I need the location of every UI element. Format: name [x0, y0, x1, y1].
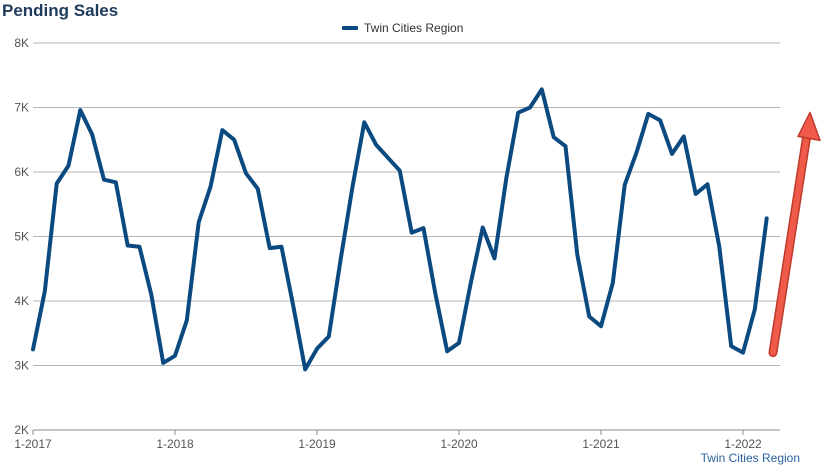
annotation-layer [768, 111, 821, 358]
chart-source-label: Twin Cities Region [700, 451, 800, 465]
x-tick-label: 1-2019 [298, 437, 336, 451]
series-line [31, 87, 769, 372]
x-tick-label: 1-2020 [440, 437, 478, 451]
y-tick-label: 8K [14, 36, 29, 50]
y-tick-label: 3K [14, 359, 29, 373]
x-tick-label: 1-2021 [582, 437, 620, 451]
legend-swatch [342, 26, 358, 30]
y-tick-label: 7K [14, 101, 29, 115]
trend-arrow-head [797, 111, 821, 142]
trend-arrow-shaft [770, 131, 810, 356]
y-axis-ticks: 2K 3K 4K 5K 6K 7K 8K [14, 36, 29, 437]
chart-title: Pending Sales [2, 1, 119, 20]
chart-legend[interactable]: Twin Cities Region [342, 21, 463, 35]
series-layer [31, 87, 769, 372]
x-tick-label: 1-2022 [724, 437, 762, 451]
x-axis-ticks: 1-2017 1-2018 1-2019 1-2020 1-2021 1-2022 [14, 429, 780, 451]
y-tick-label: 5K [14, 230, 29, 244]
x-tick-label: 1-2018 [156, 437, 194, 451]
y-tick-label: 6K [14, 165, 29, 179]
x-tick-label: 1-2017 [14, 437, 52, 451]
y-tick-label: 2K [14, 423, 29, 437]
y-tick-label: 4K [14, 294, 29, 308]
legend-label: Twin Cities Region [364, 21, 464, 35]
gridlines [33, 42, 780, 431]
